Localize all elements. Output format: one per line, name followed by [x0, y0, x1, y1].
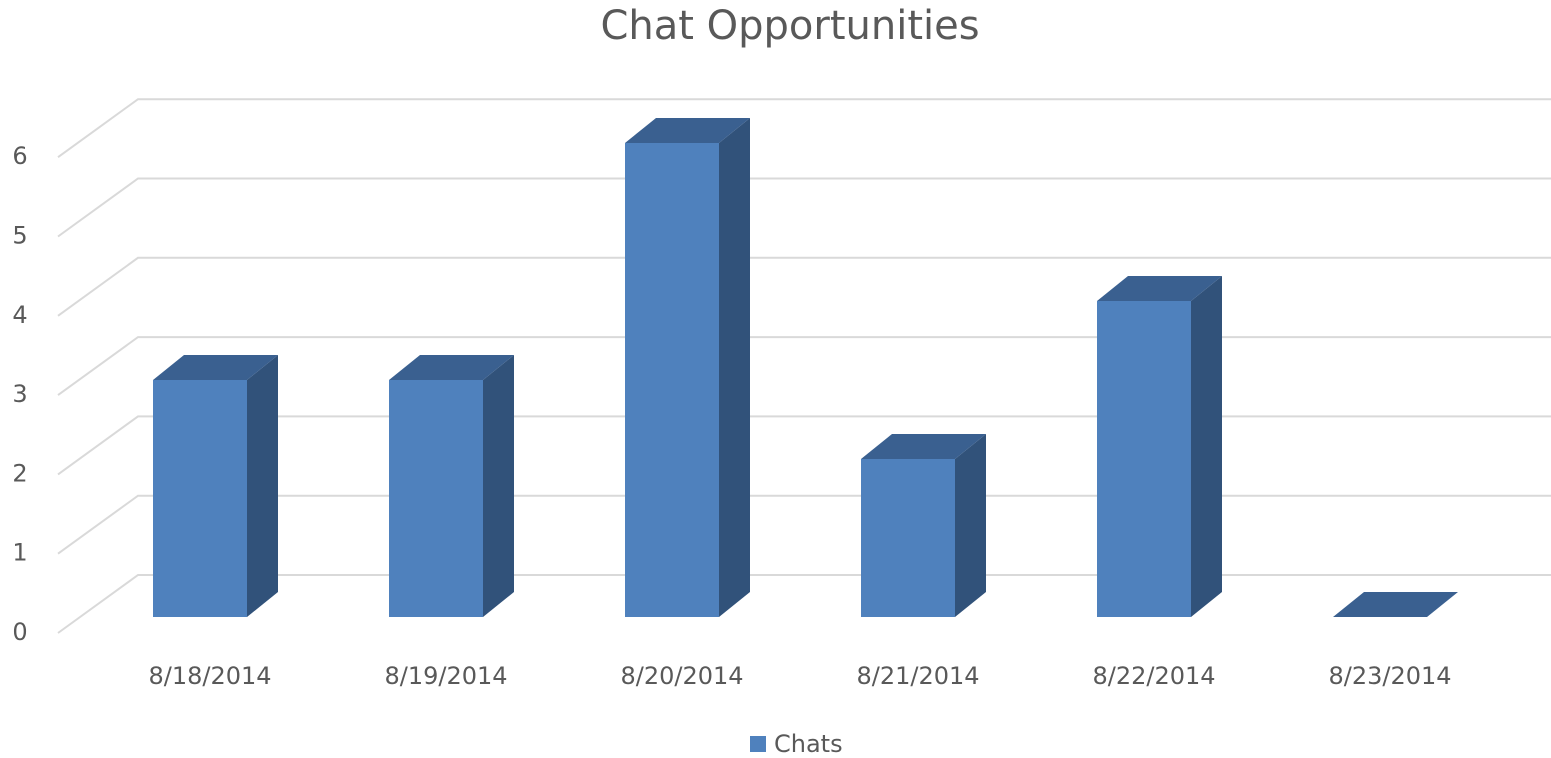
y-tick-label: 1: [12, 539, 27, 567]
bar-top: [1097, 276, 1222, 301]
grid-line: [57, 256, 1551, 317]
y-tick-label: 5: [12, 222, 27, 250]
bar-side: [483, 355, 514, 617]
grid-line: [57, 574, 1551, 634]
bar: [861, 459, 955, 617]
y-tick-label: 4: [12, 301, 27, 329]
y-tick-label: 2: [12, 459, 27, 487]
bar: [625, 143, 719, 617]
bar-side: [1191, 276, 1222, 617]
y-tick-label: 3: [12, 380, 27, 408]
grid-line: [57, 336, 1551, 396]
bar: [1097, 301, 1191, 617]
bar-top: [389, 355, 514, 380]
x-tick-label: 8/21/2014: [856, 662, 979, 690]
grid-line: [57, 415, 1551, 476]
grid-line: [57, 177, 1551, 238]
x-tick-label: 8/19/2014: [384, 662, 507, 690]
legend-label: Chats: [774, 730, 843, 758]
y-tick-label: 0: [12, 618, 27, 646]
grid-line: [57, 494, 1551, 555]
bar-side: [719, 118, 750, 617]
bar: [389, 380, 483, 617]
bar-side: [955, 434, 986, 617]
bar: [153, 380, 247, 617]
x-tick-label: 8/18/2014: [148, 662, 271, 690]
bar-top: [861, 434, 986, 459]
bar-top: [153, 355, 278, 380]
x-tick-label: 8/20/2014: [620, 662, 743, 690]
x-tick-label: 8/22/2014: [1092, 662, 1215, 690]
y-tick-label: 6: [12, 142, 27, 170]
legend-swatch: [750, 736, 766, 752]
bar-side: [247, 355, 278, 617]
bar-top: [1333, 592, 1458, 617]
grid-line: [57, 98, 1551, 159]
chart-title: Chat Opportunities: [600, 3, 979, 49]
x-tick-label: 8/23/2014: [1328, 662, 1451, 690]
bar-top: [625, 118, 750, 143]
